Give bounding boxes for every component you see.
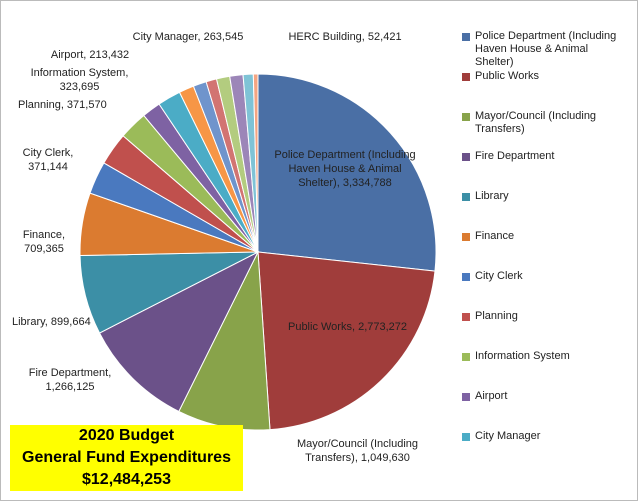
legend-swatch	[462, 73, 470, 81]
data-label: Information System, 323,695	[30, 67, 129, 93]
legend-entry: City Manager	[475, 430, 541, 442]
legend-entry: Fire Department	[475, 150, 555, 162]
data-label: HERC Building, 52,421	[288, 31, 402, 43]
legend-swatch	[462, 193, 470, 201]
legend-swatch	[462, 233, 470, 241]
data-label: Police Department (Including Haven House…	[274, 149, 416, 189]
legend-entry: Public Works	[475, 70, 539, 82]
title-box: 2020 Budget General Fund Expenditures $1…	[10, 425, 243, 491]
chart-subtitle: General Fund Expenditures	[22, 449, 231, 466]
legend-swatch	[462, 153, 470, 161]
legend-entry: Information System	[475, 350, 570, 362]
data-label: City Manager, 263,545	[132, 31, 244, 43]
total-annotation: $12,484,253	[82, 471, 171, 488]
data-label: Mayor/Council (Including Transfers), 1,0…	[296, 438, 419, 464]
legend-entry: Mayor/Council (Including Transfers)	[475, 110, 597, 135]
legend-swatch	[462, 313, 470, 321]
legend-swatch	[462, 113, 470, 121]
pie-slice	[257, 73, 437, 272]
legend-entry: Planning	[475, 310, 518, 322]
data-label: Public Works, 2,773,272	[287, 321, 408, 333]
chart-title: 2020 Budget	[78, 427, 175, 444]
data-label: Airport, 213,432	[50, 49, 130, 61]
legend-swatch	[462, 353, 470, 361]
pie-slice	[98, 250, 260, 413]
pie-slice	[257, 251, 436, 431]
data-label: City Clerk, 371,144	[22, 147, 74, 173]
legend-swatch	[462, 393, 470, 401]
pie-slice	[252, 73, 259, 253]
legend-entry: Library	[475, 190, 509, 202]
legend-entry: Police Department (Including Haven House…	[475, 30, 617, 68]
data-label: Library, 899,664	[12, 316, 91, 328]
legend-swatch	[462, 33, 470, 41]
data-label: Finance, 709,365	[22, 229, 66, 255]
legend-entry: Finance	[475, 230, 515, 242]
legend-swatch	[462, 273, 470, 281]
legend-entry: Airport	[475, 390, 508, 402]
legend-swatch	[462, 433, 470, 441]
data-label: Planning, 371,570	[18, 99, 107, 111]
data-label: Fire Department, 1,266,125	[28, 367, 112, 393]
legend-entry: City Clerk	[475, 270, 523, 282]
